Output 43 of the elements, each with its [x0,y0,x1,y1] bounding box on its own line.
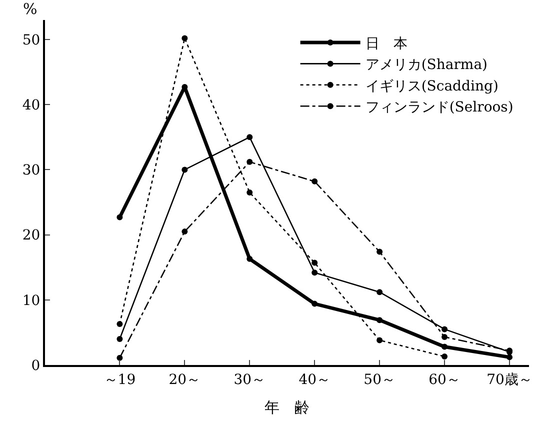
point [376,337,383,344]
point [442,354,448,360]
point [312,178,318,184]
point [116,336,123,342]
point [246,256,253,262]
point [182,166,188,173]
y-tick-label: 50 [22,32,40,48]
point [246,190,253,196]
y-tick-label: 0 [31,358,40,374]
point [116,354,123,361]
point [376,248,383,255]
y-tick-label: 40 [22,98,40,114]
point [376,317,383,324]
point [246,158,253,165]
y-tick-label: 20 [22,228,40,244]
point [116,214,123,220]
x-tick-label: 70歳～ [486,372,532,388]
point [312,300,318,307]
x-tick-label: 30～ [234,372,266,388]
point [116,320,123,327]
x-tick-label: 20～ [168,372,201,388]
point [312,270,318,276]
legend-label: アメリカ(Sharma) [365,57,488,74]
y-tick-label: 30 [22,162,40,179]
point [506,354,513,360]
point [376,289,383,296]
x-tick-label: 60～ [428,372,460,388]
y-tick-label: 10 [22,292,40,309]
point [246,134,253,140]
x-tick-label: ～19 [104,372,136,388]
legend-label: フィンランド(Selroos) [365,100,514,116]
point [182,228,188,235]
point [442,344,448,350]
legend-label: イギリス(Scadding) [365,78,498,94]
y-axis-title: % [23,0,38,18]
legend-label: 日 本 [365,36,408,52]
x-axis-title: 年 齢 [264,398,310,416]
x-tick-label: 50～ [364,372,396,388]
point [182,35,188,42]
point [312,260,318,266]
point [442,334,448,340]
x-tick-label: 40～ [298,372,331,388]
point [442,326,448,332]
